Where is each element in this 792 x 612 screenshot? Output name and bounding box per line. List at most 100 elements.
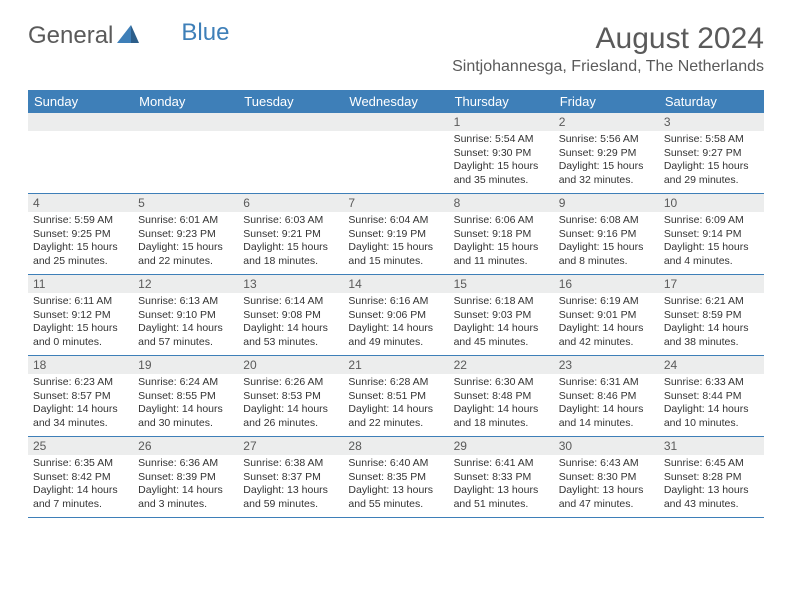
calendar-cell [238,113,343,194]
day-details: Sunrise: 6:33 AMSunset: 8:44 PMDaylight:… [659,374,764,436]
calendar-cell: 28Sunrise: 6:40 AMSunset: 8:35 PMDayligh… [343,437,448,518]
calendar-cell: 16Sunrise: 6:19 AMSunset: 9:01 PMDayligh… [554,275,659,356]
calendar-cell: 2Sunrise: 5:56 AMSunset: 9:29 PMDaylight… [554,113,659,194]
day-details: Sunrise: 6:16 AMSunset: 9:06 PMDaylight:… [343,293,448,355]
calendar-cell [343,113,448,194]
calendar-cell: 24Sunrise: 6:33 AMSunset: 8:44 PMDayligh… [659,356,764,437]
day-details: Sunrise: 6:40 AMSunset: 8:35 PMDaylight:… [343,455,448,517]
logo: General Blue [28,22,229,50]
calendar-cell: 3Sunrise: 5:58 AMSunset: 9:27 PMDaylight… [659,113,764,194]
day-number: 19 [133,356,238,374]
calendar-cell [133,113,238,194]
day-details: Sunrise: 6:26 AMSunset: 8:53 PMDaylight:… [238,374,343,436]
day-details: Sunrise: 6:06 AMSunset: 9:18 PMDaylight:… [449,212,554,274]
day-number: 21 [343,356,448,374]
calendar-cell: 18Sunrise: 6:23 AMSunset: 8:57 PMDayligh… [28,356,133,437]
day-number: 29 [449,437,554,455]
day-header: Thursday [449,90,554,113]
calendar-cell: 22Sunrise: 6:30 AMSunset: 8:48 PMDayligh… [449,356,554,437]
calendar-cell: 13Sunrise: 6:14 AMSunset: 9:08 PMDayligh… [238,275,343,356]
day-number: 15 [449,275,554,293]
day-number: 2 [554,113,659,131]
day-details [238,131,343,193]
day-details: Sunrise: 6:09 AMSunset: 9:14 PMDaylight:… [659,212,764,274]
day-number: 16 [554,275,659,293]
calendar-body: 1Sunrise: 5:54 AMSunset: 9:30 PMDaylight… [28,113,764,518]
calendar-cell: 23Sunrise: 6:31 AMSunset: 8:46 PMDayligh… [554,356,659,437]
calendar-cell: 26Sunrise: 6:36 AMSunset: 8:39 PMDayligh… [133,437,238,518]
calendar-cell: 20Sunrise: 6:26 AMSunset: 8:53 PMDayligh… [238,356,343,437]
day-number [133,113,238,131]
day-details: Sunrise: 6:43 AMSunset: 8:30 PMDaylight:… [554,455,659,517]
day-number: 13 [238,275,343,293]
day-details: Sunrise: 5:54 AMSunset: 9:30 PMDaylight:… [449,131,554,193]
calendar-cell: 15Sunrise: 6:18 AMSunset: 9:03 PMDayligh… [449,275,554,356]
calendar-cell: 21Sunrise: 6:28 AMSunset: 8:51 PMDayligh… [343,356,448,437]
calendar-cell: 8Sunrise: 6:06 AMSunset: 9:18 PMDaylight… [449,194,554,275]
day-number: 1 [449,113,554,131]
day-details: Sunrise: 6:08 AMSunset: 9:16 PMDaylight:… [554,212,659,274]
day-header: Monday [133,90,238,113]
day-number: 14 [343,275,448,293]
day-number: 8 [449,194,554,212]
day-number [238,113,343,131]
day-number: 7 [343,194,448,212]
calendar-cell: 5Sunrise: 6:01 AMSunset: 9:23 PMDaylight… [133,194,238,275]
day-number: 30 [554,437,659,455]
day-number: 24 [659,356,764,374]
day-details: Sunrise: 6:36 AMSunset: 8:39 PMDaylight:… [133,455,238,517]
day-details: Sunrise: 5:58 AMSunset: 9:27 PMDaylight:… [659,131,764,193]
day-header-row: SundayMondayTuesdayWednesdayThursdayFrid… [28,90,764,113]
day-number: 18 [28,356,133,374]
day-header: Friday [554,90,659,113]
day-details [133,131,238,193]
day-details: Sunrise: 6:03 AMSunset: 9:21 PMDaylight:… [238,212,343,274]
day-details [28,131,133,193]
day-details: Sunrise: 6:23 AMSunset: 8:57 PMDaylight:… [28,374,133,436]
calendar-cell: 6Sunrise: 6:03 AMSunset: 9:21 PMDaylight… [238,194,343,275]
logo-text-2: Blue [181,19,229,47]
day-details: Sunrise: 6:01 AMSunset: 9:23 PMDaylight:… [133,212,238,274]
day-number: 28 [343,437,448,455]
calendar-cell: 25Sunrise: 6:35 AMSunset: 8:42 PMDayligh… [28,437,133,518]
calendar-cell: 19Sunrise: 6:24 AMSunset: 8:55 PMDayligh… [133,356,238,437]
calendar-row: 18Sunrise: 6:23 AMSunset: 8:57 PMDayligh… [28,356,764,437]
day-number: 26 [133,437,238,455]
day-number: 10 [659,194,764,212]
day-number: 23 [554,356,659,374]
calendar-cell: 30Sunrise: 6:43 AMSunset: 8:30 PMDayligh… [554,437,659,518]
calendar-cell: 14Sunrise: 6:16 AMSunset: 9:06 PMDayligh… [343,275,448,356]
day-details: Sunrise: 6:31 AMSunset: 8:46 PMDaylight:… [554,374,659,436]
calendar-cell: 31Sunrise: 6:45 AMSunset: 8:28 PMDayligh… [659,437,764,518]
day-details: Sunrise: 6:45 AMSunset: 8:28 PMDaylight:… [659,455,764,517]
calendar-table: SundayMondayTuesdayWednesdayThursdayFrid… [28,90,764,518]
calendar-cell: 29Sunrise: 6:41 AMSunset: 8:33 PMDayligh… [449,437,554,518]
calendar-cell: 4Sunrise: 5:59 AMSunset: 9:25 PMDaylight… [28,194,133,275]
day-number: 12 [133,275,238,293]
calendar-cell: 11Sunrise: 6:11 AMSunset: 9:12 PMDayligh… [28,275,133,356]
calendar-cell: 17Sunrise: 6:21 AMSunset: 8:59 PMDayligh… [659,275,764,356]
calendar-row: 1Sunrise: 5:54 AMSunset: 9:30 PMDaylight… [28,113,764,194]
day-details [343,131,448,193]
day-details: Sunrise: 5:56 AMSunset: 9:29 PMDaylight:… [554,131,659,193]
calendar-cell: 27Sunrise: 6:38 AMSunset: 8:37 PMDayligh… [238,437,343,518]
day-number: 9 [554,194,659,212]
day-number: 11 [28,275,133,293]
calendar-cell: 9Sunrise: 6:08 AMSunset: 9:16 PMDaylight… [554,194,659,275]
logo-text-1: General [28,22,113,50]
calendar-cell: 7Sunrise: 6:04 AMSunset: 9:19 PMDaylight… [343,194,448,275]
day-number: 31 [659,437,764,455]
day-number: 5 [133,194,238,212]
day-header: Wednesday [343,90,448,113]
day-number [28,113,133,131]
day-number: 27 [238,437,343,455]
day-details: Sunrise: 6:38 AMSunset: 8:37 PMDaylight:… [238,455,343,517]
day-details: Sunrise: 6:28 AMSunset: 8:51 PMDaylight:… [343,374,448,436]
day-details: Sunrise: 6:18 AMSunset: 9:03 PMDaylight:… [449,293,554,355]
day-details: Sunrise: 6:35 AMSunset: 8:42 PMDaylight:… [28,455,133,517]
day-details: Sunrise: 6:19 AMSunset: 9:01 PMDaylight:… [554,293,659,355]
day-number: 20 [238,356,343,374]
day-details: Sunrise: 6:24 AMSunset: 8:55 PMDaylight:… [133,374,238,436]
day-details: Sunrise: 6:41 AMSunset: 8:33 PMDaylight:… [449,455,554,517]
calendar-row: 25Sunrise: 6:35 AMSunset: 8:42 PMDayligh… [28,437,764,518]
